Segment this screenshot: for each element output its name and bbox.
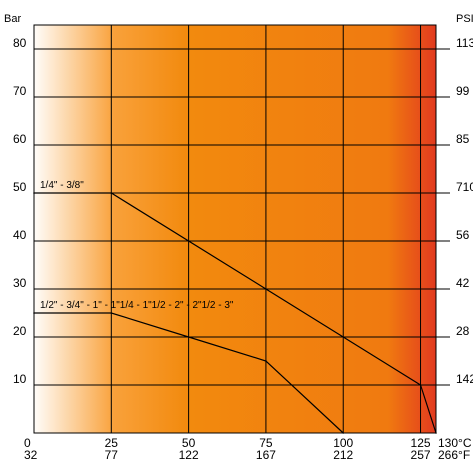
y-tick-label-psi: 56 [456, 228, 470, 242]
y-tick-label-psi: 85 [456, 132, 470, 146]
x-tick-label-fahrenheit: 212 [333, 448, 353, 462]
series-point [33, 312, 35, 314]
series-point [111, 312, 113, 314]
right-unit-label: PSI [456, 13, 473, 25]
y-tick-label-psi: 28 [456, 324, 470, 338]
y-tick-label: 30 [13, 276, 27, 290]
plot-background [34, 25, 436, 433]
y-tick-label-psi: 99 [456, 84, 470, 98]
y-tick-label-psi: 710 [456, 180, 473, 194]
series-point [435, 432, 437, 434]
series-point [342, 432, 344, 434]
x-tick-label-fahrenheit: 32 [24, 448, 38, 462]
series-label: 1/2" - 3/4" - 1" - 1"1/4 - 1"1/2 - 2" - … [40, 300, 234, 311]
left-unit-label: Bar [4, 13, 21, 25]
y-tick-label-psi: 142 [456, 372, 473, 386]
x-unit-fahrenheit-label: 266°F [438, 448, 470, 462]
series-point [188, 336, 190, 338]
y-tick-label: 40 [13, 228, 27, 242]
series-point [265, 360, 267, 362]
y-tick-label: 10 [13, 372, 27, 386]
series-point [265, 288, 267, 290]
series-point [111, 192, 113, 194]
x-tick-label-fahrenheit: 122 [179, 448, 199, 462]
y-tick-label: 80 [13, 36, 27, 50]
y-tick-label: 60 [13, 132, 27, 146]
y-tick-label: 20 [13, 324, 27, 338]
y-tick-label: 70 [13, 84, 27, 98]
y-tick-label-psi: 113 [456, 36, 473, 50]
x-tick-label-fahrenheit: 77 [105, 448, 119, 462]
series-point [33, 192, 35, 194]
series-label: 1/4" - 3/8" [40, 180, 84, 191]
y-tick-label-psi: 42 [456, 276, 470, 290]
series-point [420, 384, 422, 386]
x-tick-label-fahrenheit: 257 [411, 448, 431, 462]
x-tick-label-fahrenheit: 167 [256, 448, 276, 462]
y-tick-label: 50 [13, 180, 27, 194]
